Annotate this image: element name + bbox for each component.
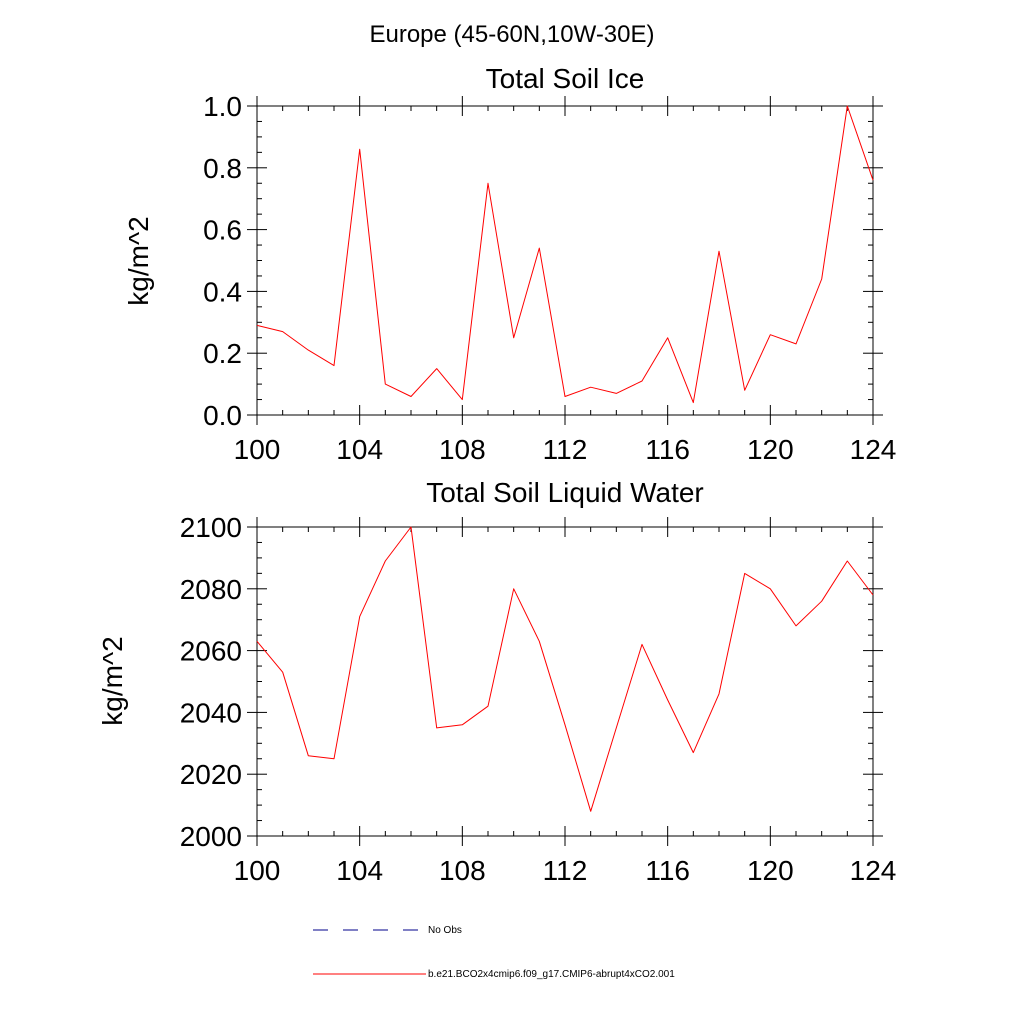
x-tick-label: 100: [234, 434, 281, 465]
panel-total-soil-liquid-water: Total Soil Liquid Water kg/m^2 100 104 108…: [97, 477, 896, 886]
y-tick-label: 0.0: [203, 400, 242, 431]
y-tick-label: 2080: [180, 574, 242, 605]
series-line: [256, 105, 874, 404]
plot-frame: [256, 105, 874, 416]
legend: No Obs b.e21.BCO2x4cmip6.f09_g17.CMIP6-a…: [313, 925, 675, 980]
y-tick-label: 0.2: [203, 338, 242, 369]
figure-title: Europe (45-60N,10W-30E): [369, 21, 654, 48]
legend-label-no-obs: No Obs: [428, 925, 462, 936]
x-tick-label: 104: [336, 434, 383, 465]
data-series: [256, 526, 874, 812]
plot-frame: [256, 526, 874, 837]
axis-ticks: 100 104 108 112 116 120 124 0.0 0.2 0.4 0.6 0.8 1.0: [203, 91, 896, 465]
y-tick-label: 2100: [180, 512, 242, 543]
x-tick-label: 116: [645, 434, 690, 465]
x-tick-label: 104: [336, 855, 383, 886]
x-tick-label: 108: [439, 855, 486, 886]
x-tick-label: 112: [543, 434, 588, 465]
y-tick-label: 0.4: [203, 276, 242, 307]
x-tick-label: 120: [747, 855, 794, 886]
y-axis-label: kg/m^2: [123, 216, 154, 305]
y-tick-label: 2000: [180, 821, 242, 852]
x-tick-label: 124: [850, 855, 897, 886]
x-tick-label: 116: [645, 855, 690, 886]
data-series: [256, 105, 874, 404]
y-tick-label: 1.0: [203, 91, 242, 122]
x-tick-label: 108: [439, 434, 486, 465]
panel-total-soil-ice: Total Soil Ice kg/m^2 100 104 108 112 116 120…: [123, 63, 896, 465]
panel-title: Total Soil Ice: [486, 63, 645, 94]
x-tick-label: 112: [543, 855, 588, 886]
x-tick-label: 100: [234, 855, 281, 886]
legend-label-model: b.e21.BCO2x4cmip6.f09_g17.CMIP6-abrupt4x…: [428, 969, 675, 980]
axis-ticks: 100 104 108 112 116 120 124 2000 2020 2040 2060 208…: [180, 512, 897, 886]
y-tick-label: 2040: [180, 697, 242, 728]
x-tick-label: 124: [850, 434, 897, 465]
panel-title: Total Soil Liquid Water: [426, 477, 704, 508]
y-tick-label: 0.8: [203, 153, 242, 184]
y-tick-label: 2020: [180, 759, 242, 790]
y-tick-label: 0.6: [203, 215, 242, 246]
y-axis-label: kg/m^2: [97, 636, 128, 725]
y-tick-label: 2060: [180, 636, 242, 667]
x-tick-label: 120: [747, 434, 794, 465]
series-line: [256, 526, 874, 812]
